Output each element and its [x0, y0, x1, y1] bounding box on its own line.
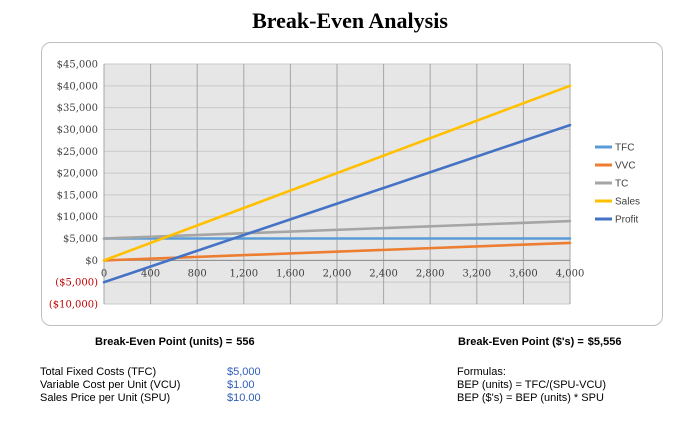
formula-bep-units: BEP (units) = TFC/(SPU-VCU)	[457, 379, 607, 391]
y-tick-label: $0	[85, 256, 98, 267]
y-tick-label: $45,000	[57, 60, 98, 71]
series-line-tc	[102, 219, 572, 240]
y-tick-label: $15,000	[57, 190, 98, 201]
page-title: Break-Even Analysis	[252, 8, 448, 33]
x-tick-label: 1,600	[276, 268, 305, 279]
bep-units: Break-Even Point (units) = 556	[95, 336, 255, 348]
bep-dollars-label: Break-Even Point ($'s) =	[458, 336, 584, 348]
formulas: Formulas: BEP (units) = TFC/(SPU-VCU) BE…	[457, 366, 606, 405]
input-value: $10.00	[227, 392, 261, 404]
y-tick-label: $35,000	[57, 103, 98, 114]
y-tick-label: $10,000	[57, 212, 98, 223]
y-tick-label: $5,000	[63, 234, 98, 245]
y-tick-label: $20,000	[57, 169, 98, 180]
x-tick-label: 2,000	[323, 268, 352, 279]
input-label: Variable Cost per Unit (VCU)	[40, 379, 181, 391]
formulas-heading: Formulas:	[457, 366, 506, 378]
legend-label: VVC	[615, 161, 636, 172]
legend-label: TC	[615, 179, 628, 190]
input-value: $5,000	[227, 366, 261, 378]
legend-label: TFC	[615, 143, 634, 154]
x-tick-label: 3,600	[509, 268, 538, 279]
y-tick-label: $25,000	[57, 147, 98, 158]
formula-bep-dollars: BEP ($'s) = BEP (units) * SPU	[457, 392, 604, 404]
chart-frame: $45,000 $40,000 $35,000 $30,000 $25,000 $20,0…	[41, 42, 663, 326]
break-even-chart: $45,000 $40,000 $35,000 $30,000 $25,000 $20,0…	[49, 60, 640, 311]
x-tick-label: 2,800	[416, 268, 445, 279]
y-tick-label: $40,000	[57, 81, 98, 92]
y-tick-label: ($10,000)	[49, 300, 98, 311]
x-tick-label: 400	[141, 268, 160, 279]
x-tick-label: 800	[188, 268, 207, 279]
input-label: Sales Price per Unit (SPU)	[40, 392, 171, 404]
bep-units-label: Break-Even Point (units) =	[95, 336, 233, 348]
bep-dollars-value: $5,556	[587, 336, 622, 348]
series-line-profit	[102, 123, 572, 284]
series-line-sales	[102, 84, 572, 262]
input-value: $1.00	[227, 379, 255, 391]
bep-dollars: Break-Even Point ($'s) = $5,556	[458, 336, 621, 348]
x-tick-label: 3,200	[462, 268, 491, 279]
bep-units-value: 556	[236, 336, 255, 348]
legend-label: Profit	[615, 215, 639, 226]
y-tick-label: ($5,000)	[55, 278, 98, 289]
x-tick-label: 2,400	[369, 268, 398, 279]
series-line-vvc	[102, 241, 572, 262]
x-tick-label: 1,200	[229, 268, 258, 279]
y-tick-label: $30,000	[57, 125, 98, 136]
x-tick-label: 4,000	[556, 268, 585, 279]
input-label: Total Fixed Costs (TFC)	[40, 366, 157, 378]
legend-label: Sales	[615, 197, 640, 208]
x-tick-label: 0	[101, 268, 107, 279]
